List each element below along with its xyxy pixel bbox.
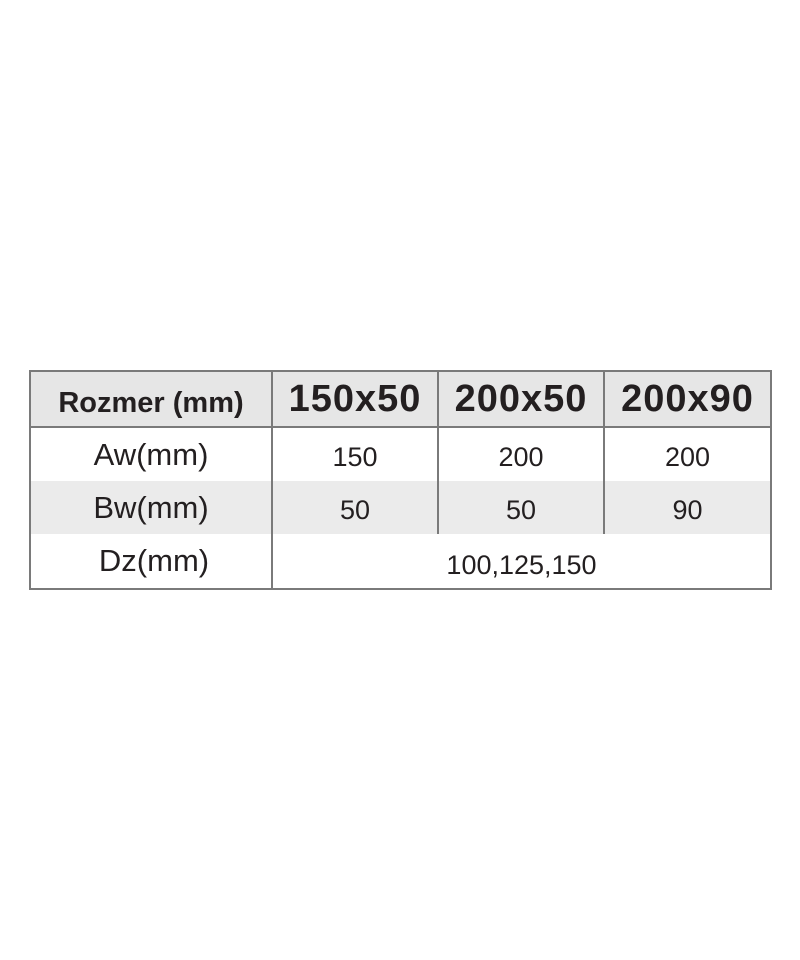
table-cell: 50 [439, 481, 605, 534]
table-row-bw: Bw(mm) 50 50 90 [31, 481, 770, 534]
table-cell: 90 [672, 495, 703, 525]
row-label: Dz(mm) [31, 534, 273, 588]
header-cell-size: Rozmer (mm) [31, 372, 273, 426]
table-cell: 150 [273, 428, 439, 481]
table-row-aw: Aw(mm) 150 200 200 [31, 428, 770, 481]
row-label: Bw(mm) [31, 481, 273, 534]
header-cell-150x50: 150x50 [273, 372, 439, 426]
table-cell-merged: 100,125,150 [446, 549, 597, 580]
table-header-row: Rozmer (mm) 150x50 200x50 200x90 [31, 372, 770, 428]
table-cell: 50 [273, 481, 439, 534]
table-cell: 200 [439, 428, 605, 481]
table-cell: 200 [664, 442, 711, 472]
table-row-dz: Dz(mm) 100,125,150 [31, 534, 770, 588]
header-cell-200x90: 200x90 [621, 377, 754, 420]
header-cell-200x50: 200x50 [439, 372, 605, 426]
dimensions-table: Rozmer (mm) 150x50 200x50 200x90 Aw(mm) … [29, 370, 772, 590]
row-label: Aw(mm) [31, 428, 273, 481]
